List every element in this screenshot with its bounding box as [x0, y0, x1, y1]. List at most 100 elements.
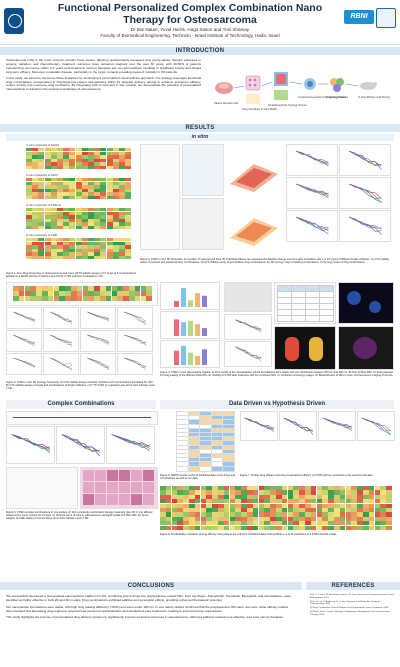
fig1-heat-cell — [57, 155, 63, 159]
fig8-heat-cell — [357, 503, 363, 508]
fig8-heat-cell — [276, 499, 282, 504]
fig8-heat-cell — [252, 508, 259, 513]
fig8-heat-cell — [293, 512, 299, 517]
fig8-heat-cell — [305, 508, 311, 513]
fig8-heat-cell — [380, 516, 386, 521]
fig8-heat-cell — [328, 499, 334, 504]
fig1-heat-cell — [26, 151, 32, 155]
fig8-heat-cell — [200, 490, 207, 495]
fig8-heat-cell — [229, 525, 236, 530]
fig8-heat-cell — [200, 521, 207, 526]
fig1-heat-cell — [69, 245, 76, 249]
fig1-heat-cell — [26, 218, 32, 223]
fig8-heat-cell — [194, 490, 201, 495]
fig3-heat-cell — [59, 296, 65, 302]
fig1-heat-cell — [63, 188, 70, 193]
fig1-heat-cell — [100, 158, 107, 163]
fig1-heat-cell — [112, 188, 119, 193]
fig1-heat-cell — [112, 238, 119, 242]
fig8-heat-cell — [206, 512, 212, 517]
fig8-heat-cell — [218, 525, 224, 530]
fig8-heat-cell — [334, 521, 340, 526]
fig1-heat-cell — [75, 238, 82, 242]
he-tile — [107, 470, 118, 481]
fig8-heat-cell — [293, 516, 299, 521]
fig1-heat-cell — [32, 211, 39, 215]
synergy-map-3d-1 — [230, 164, 278, 192]
biodistribution-images — [274, 326, 336, 370]
fig1-heat-cell — [75, 218, 82, 223]
fig8-heat-cell — [165, 516, 172, 521]
fig8-heat-cell — [339, 499, 346, 504]
fig8-heat-cell — [299, 503, 305, 508]
fig1-heat-cell — [112, 162, 119, 166]
fig1-heat-cell — [38, 166, 45, 170]
fig1-heat-cell — [32, 208, 39, 212]
fig3-heat-cell — [134, 286, 141, 291]
fig8-heat-cell — [345, 494, 352, 499]
fig1-heat-cell — [32, 222, 39, 226]
fig8-heat-cell — [218, 486, 224, 491]
fig1-heat-cell — [94, 196, 101, 200]
fig8-heat-cell — [328, 494, 334, 499]
fig1-heat-cell — [106, 162, 113, 166]
fig8-heat-cell — [357, 490, 363, 495]
fig8-heat-cell — [310, 486, 317, 491]
fig8-heat-cell — [229, 512, 236, 517]
fig1-heat-cell — [88, 211, 94, 215]
fig1-heat-cell — [81, 222, 88, 226]
fig8-heat-cell — [241, 503, 247, 508]
fig1-heat-cell — [100, 241, 107, 245]
fig1-heat-cell — [38, 248, 45, 253]
fig8-heat-cell — [229, 521, 236, 526]
fig1-heat-cell — [112, 226, 119, 230]
fig1-heat-cell — [32, 185, 39, 189]
fig1-heat-cell — [88, 148, 94, 152]
fig8-heat-cell — [252, 486, 259, 491]
fig8-heat-cell — [357, 525, 363, 530]
reference-1: [1] K. S. Cortes, M. Hulselmans and co. … — [310, 594, 394, 599]
fig8-heat-cell — [357, 499, 363, 504]
fig8-heat-cell — [212, 494, 218, 499]
figure-1-caption: Figure 1. Five-Drug Screening on Osteosa… — [6, 272, 136, 279]
fig8-heat-cell — [281, 499, 288, 504]
fig8-heat-cell — [258, 525, 265, 530]
fig8-heat-cell — [363, 490, 369, 495]
fig1-heat-cell — [75, 148, 82, 152]
fig8-heat-cell — [334, 508, 340, 513]
fig8-heat-cell — [368, 525, 375, 530]
fig1-heat-cell — [38, 178, 45, 182]
fig1-heat-cell — [44, 238, 51, 242]
data-driven-heading: Data Driven vs Hypothesis Driven — [160, 400, 394, 409]
fig1-heat-cell — [94, 208, 101, 212]
fig8-heat-cell — [235, 508, 241, 513]
fig1-heat-cell — [38, 208, 45, 212]
fig1-heat-cell — [26, 155, 32, 159]
fig8-heat-cell — [287, 490, 294, 495]
fig1-heat-cell — [112, 158, 119, 163]
fig1-heat-cell — [81, 166, 88, 170]
fig1-heat-cell — [81, 181, 88, 185]
fig1-heat-cell — [69, 252, 76, 256]
fig1-heat-cell — [50, 181, 57, 185]
fig8-heat-cell — [160, 525, 166, 530]
fig1-heat-cell — [88, 162, 94, 166]
fig8-heat-cell — [252, 516, 259, 521]
fig1-heat-cell — [106, 252, 113, 256]
fig8-heat-cell — [218, 521, 224, 526]
fig8-heat-cell — [374, 521, 381, 526]
fig8-heat-cell — [351, 508, 357, 513]
fig8-heat-cell — [235, 525, 241, 530]
fig8-heat-cell — [252, 490, 259, 495]
fig8-heat-cell — [305, 503, 311, 508]
fig1-heat-cell — [69, 238, 76, 242]
fig1-heat-cell — [32, 181, 39, 185]
fig1-heat-cell — [88, 155, 94, 159]
figure-3-caption: Figure 3. K7M2 in vitro 2D Synergy Scree… — [6, 381, 155, 391]
fig8-heat-cell — [183, 494, 189, 499]
fig8-heat-cell — [252, 521, 259, 526]
fig8-heat-cell — [160, 490, 166, 495]
fig1-heat-cell — [44, 162, 51, 166]
fig8-heat-cell — [345, 508, 352, 513]
fig8-heat-cell — [374, 512, 381, 517]
